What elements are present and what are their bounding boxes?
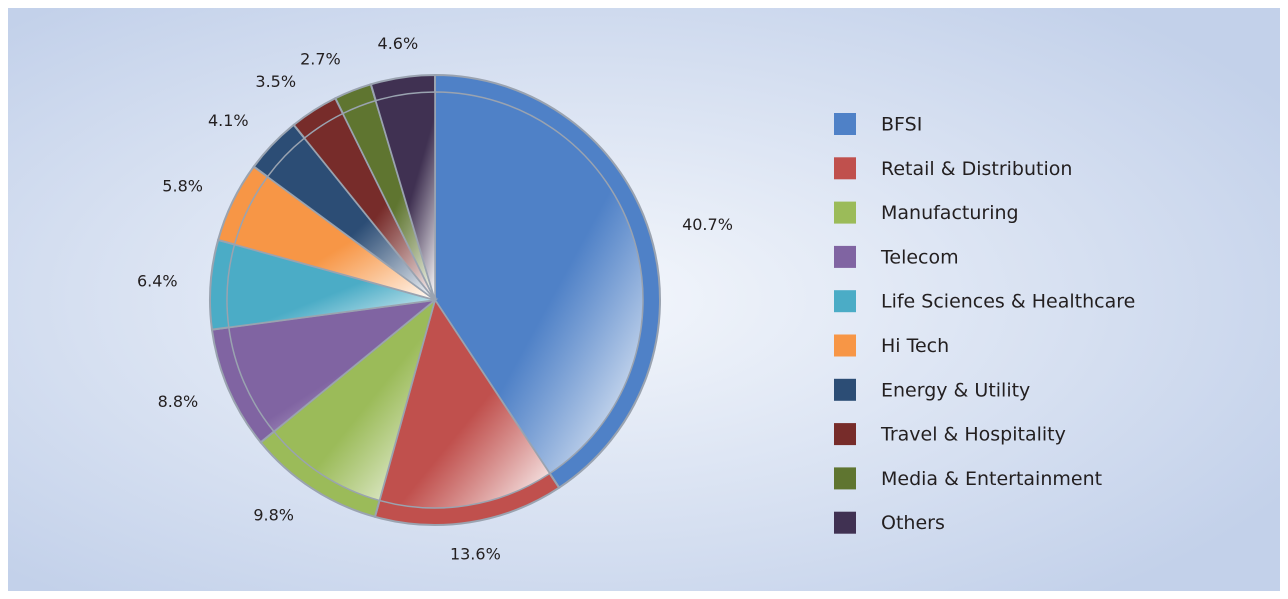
slice-shine [272, 297, 437, 502]
data-label: 8.8% [158, 392, 199, 411]
legend-swatch [834, 467, 856, 490]
legend-swatch [834, 201, 856, 224]
slice-shine [378, 298, 551, 509]
slice-shine [227, 298, 438, 433]
data-label: 4.1% [208, 111, 249, 130]
data-label: 40.7% [682, 215, 733, 234]
legend-swatch [834, 423, 856, 446]
legend-label: Hi Tech [881, 335, 949, 357]
legend-swatch [834, 245, 856, 268]
legend-label: Telecom [880, 246, 959, 268]
legend-label: Travel & Hospitality [880, 424, 1066, 446]
data-label: 9.8% [253, 506, 294, 525]
legend-swatch [834, 378, 856, 401]
legend-swatch [834, 511, 856, 534]
legend-swatch [834, 113, 856, 135]
legend-swatch [834, 334, 856, 357]
legend-swatch [834, 157, 856, 180]
data-label: 2.7% [300, 49, 341, 68]
data-label: 5.8% [162, 177, 203, 196]
legend-label: Retail & Distribution [881, 158, 1072, 180]
data-label: 6.4% [137, 272, 178, 291]
data-label: 4.6% [378, 34, 419, 53]
data-label: 3.5% [255, 72, 296, 91]
data-label: 13.6% [450, 544, 501, 563]
legend-label: BFSI [881, 114, 922, 136]
legend-label: Life Sciences & Healthcare [881, 291, 1135, 313]
legend-label: Energy & Utility [881, 379, 1030, 401]
legend-label: Manufacturing [881, 202, 1019, 224]
slice-shine [374, 91, 436, 301]
legend-label: Others [881, 512, 945, 534]
legend-swatch [834, 290, 856, 313]
legend-label: Media & Entertainment [881, 468, 1102, 490]
